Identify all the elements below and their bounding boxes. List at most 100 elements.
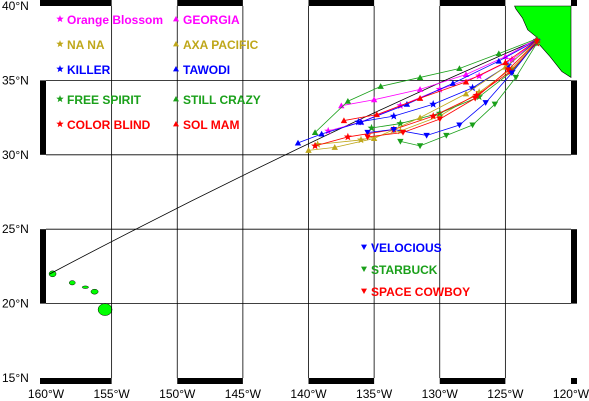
- frame-segment-top: [374, 0, 440, 6]
- track-point-tawodi: [495, 57, 503, 64]
- grid-layer: [46, 6, 571, 378]
- track-point-tawodi: [357, 118, 365, 125]
- track-point-georgia: [338, 102, 345, 109]
- frame-segment-right: [571, 303, 577, 378]
- frame-ticks-white: [40, 0, 577, 384]
- x-tick-label: 155°W: [94, 387, 131, 401]
- frame-segment-right: [571, 6, 577, 81]
- tracks-layer: [294, 35, 541, 153]
- frame-segment-bottom: [242, 378, 309, 384]
- y-tick-label: 25°N: [2, 222, 29, 236]
- legend-marker-free-spirit: [56, 95, 64, 103]
- track-line-sol-mam: [343, 39, 538, 121]
- legend-marker-starbuck: [361, 266, 367, 272]
- frame-segment-bottom: [111, 378, 178, 384]
- track-point-georgia: [370, 96, 378, 103]
- track-point-velocious: [508, 70, 516, 77]
- great-circle-layer: [49, 38, 540, 275]
- x-tick-label: 145°W: [225, 387, 262, 401]
- track-point-starbuck: [416, 143, 424, 150]
- track-point-georgia: [502, 53, 509, 60]
- legend-label: AXA PACIFIC: [183, 38, 259, 52]
- track-line-space-cowboy: [367, 41, 538, 138]
- legend-label: KILLER: [67, 63, 111, 77]
- y-tick-label: 30°N: [2, 148, 29, 162]
- track-point-free-spirit: [475, 92, 484, 101]
- track-point-georgia: [416, 86, 424, 92]
- track-point-axa-pacific: [416, 114, 424, 121]
- legend-marker-na-na: [56, 40, 64, 48]
- frame-segment-top: [242, 0, 309, 6]
- legend-marker-still-crazy: [173, 96, 179, 102]
- track-point-free-spirit: [396, 119, 405, 127]
- legend-label: Orange Blossom: [67, 13, 163, 27]
- track-point-killer: [468, 83, 477, 92]
- y-tick-label: 40°N: [2, 0, 29, 13]
- track-point-color-blind: [343, 132, 352, 141]
- track-point-axa-pacific: [305, 147, 312, 153]
- x-tick-label: 140°W: [290, 387, 327, 401]
- frame-segment-right: [571, 154, 577, 230]
- track-line-free-spirit: [371, 41, 538, 129]
- track-point-axa-pacific: [462, 90, 470, 97]
- track-point-starbuck: [443, 132, 450, 139]
- y-tick-label: 15°N: [2, 371, 29, 385]
- track-point-velocious: [364, 129, 371, 136]
- california-coast: [514, 5, 572, 78]
- great-circle-route: [49, 38, 540, 275]
- x-tick-label: 120°W: [553, 387, 589, 401]
- legend-marker-killer: [56, 65, 64, 73]
- track-point-axa-pacific: [370, 135, 378, 141]
- legend-marker-axa-pacific: [173, 41, 179, 47]
- legend-label: SOL MAM: [183, 118, 239, 132]
- legend-marker-orange-blossom: [56, 15, 64, 23]
- track-point-orange-blossom: [324, 126, 333, 135]
- track-point-killer: [354, 117, 363, 126]
- track-point-sol-mam: [373, 111, 380, 118]
- track-point-space-cowboy: [399, 129, 407, 136]
- track-point-still-crazy: [456, 65, 463, 72]
- frame-segment-left: [40, 154, 46, 230]
- track-point-sol-mam: [416, 95, 424, 101]
- track-point-velocious: [456, 122, 463, 129]
- legend-marker-tawodi: [173, 66, 179, 72]
- track-point-sol-mam: [502, 59, 509, 66]
- legend-label: COLOR BLIND: [67, 118, 151, 132]
- y-tick-label: 35°N: [2, 73, 29, 87]
- track-point-na-na: [357, 135, 365, 144]
- legend-marker-velocious: [361, 244, 367, 250]
- track-point-tawodi: [403, 101, 411, 107]
- track-point-color-blind: [472, 91, 481, 99]
- land-layer: [48, 5, 572, 316]
- track-point-velocious: [390, 126, 398, 133]
- frame-segment-top: [111, 0, 178, 6]
- legend-label: STILL CRAZY: [183, 93, 261, 107]
- y-axis-labels: 15°N 20°N 25°N 30°N 35°N 40°N: [2, 0, 29, 385]
- track-point-na-na: [435, 111, 444, 120]
- track-point-killer: [389, 111, 398, 120]
- track-point-na-na: [475, 88, 484, 96]
- legend-label: TAWODI: [183, 63, 230, 77]
- track-line-georgia: [341, 38, 538, 107]
- legend-label: VELOCIOUS: [371, 241, 442, 255]
- frame-segment-left: [40, 6, 46, 81]
- track-point-tawodi: [318, 130, 325, 137]
- island-molokai: [81, 285, 89, 289]
- track-point-tawodi: [449, 80, 457, 86]
- track-point-still-crazy: [311, 129, 319, 136]
- track-point-orange-blossom: [507, 55, 516, 63]
- x-tick-label: 150°W: [159, 387, 196, 401]
- track-point-space-cowboy: [364, 134, 371, 141]
- frame-segment-top: [505, 0, 571, 6]
- island-oahu: [69, 280, 76, 286]
- track-point-velocious: [482, 100, 489, 106]
- track-point-color-blind: [429, 111, 438, 120]
- legend-marker-sol-mam: [173, 121, 179, 127]
- track-point-still-crazy: [495, 50, 503, 57]
- x-tick-label: 135°W: [356, 387, 393, 401]
- track-point-starbuck: [469, 122, 476, 129]
- track-point-georgia: [462, 71, 470, 78]
- legend-label: GEORGIA: [183, 13, 240, 27]
- track-point-velocious: [423, 132, 430, 139]
